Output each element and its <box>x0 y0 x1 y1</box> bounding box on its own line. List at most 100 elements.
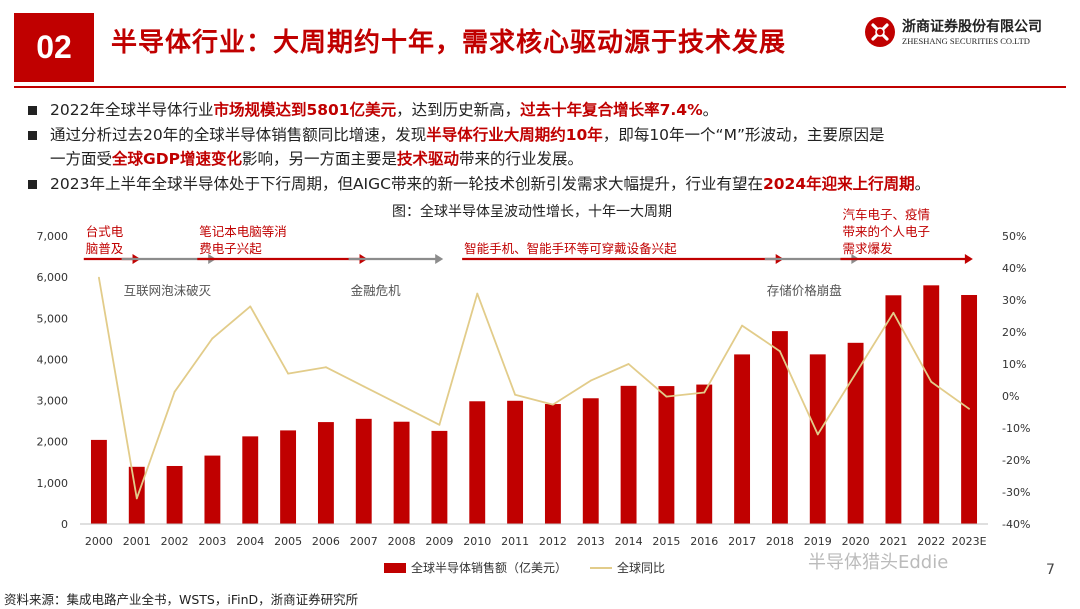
annotation-label: 笔记本电脑等消 <box>199 224 287 239</box>
source-note: 资料来源：集成电路产业全书，WSTS，iFinD，浙商证券研究所 <box>4 592 359 607</box>
point-yoy-growth <box>476 292 479 295</box>
point-yoy-growth <box>854 372 857 375</box>
y-left-tick-label: 2,000 <box>37 436 69 449</box>
bullet-list: 2022年全球半导体行业市场规模达到5801亿美元，达到历史新高，过去十年复合增… <box>26 98 1066 196</box>
x-tick-label: 2009 <box>425 535 453 548</box>
x-tick-label: 2021 <box>879 535 907 548</box>
arrow-head-icon <box>964 254 973 264</box>
bar-sales <box>280 430 297 524</box>
point-yoy-growth <box>627 363 630 365</box>
bullet-text: ，达到历史新高， <box>396 101 521 119</box>
bar-sales <box>166 465 183 524</box>
bar-sales <box>771 331 788 524</box>
zheshang-logo-icon <box>865 17 895 47</box>
point-yoy-growth <box>249 305 252 308</box>
bullet-item: 2022年全球半导体行业市场规模达到5801亿美元，达到历史新高，过去十年复合增… <box>26 98 1066 123</box>
x-tick-label: 2022 <box>917 535 945 548</box>
header-divider <box>14 86 1066 88</box>
annotation-label: 汽车电子、疫情 <box>842 207 930 222</box>
point-yoy-growth <box>741 324 743 327</box>
point-yoy-growth <box>287 372 289 375</box>
annotation-label: 需求爆发 <box>842 241 893 256</box>
y-right-tick-label: -10% <box>1002 422 1030 435</box>
bar-sales <box>696 384 713 524</box>
y-right-tick-label: 50% <box>1002 230 1026 243</box>
highlight-text: 半导体行业大周期约10年 <box>426 125 603 144</box>
point-yoy-growth <box>892 311 895 314</box>
bar-sales <box>847 342 864 524</box>
x-tick-label: 2011 <box>501 535 529 548</box>
bar-sales <box>809 354 826 524</box>
bullet-text: 影响，另一方面主要是 <box>241 150 397 168</box>
bar-sales <box>355 418 372 524</box>
point-yoy-growth <box>135 497 138 500</box>
bar-sales <box>658 386 675 524</box>
highlight-text: 市场规模达到5801亿美元 <box>213 101 397 119</box>
x-tick-label: 2001 <box>123 535 151 548</box>
x-tick-label: 2002 <box>161 535 189 548</box>
y-left-tick-label: 6,000 <box>37 271 69 284</box>
bullet-text: 2022年全球半导体行业 <box>50 101 214 119</box>
point-yoy-growth <box>173 390 176 393</box>
bar-sales <box>885 295 902 524</box>
point-yoy-growth <box>552 403 554 406</box>
page-title: 半导体行业：大周期约十年，需求核心驱动源于技术发展 <box>111 28 787 58</box>
point-yoy-growth <box>98 276 100 279</box>
section-number: 02 <box>14 13 94 82</box>
x-tick-label: 2004 <box>236 535 264 548</box>
x-tick-label: 2016 <box>690 535 718 548</box>
point-yoy-growth <box>325 366 327 369</box>
y-right-tick-label: 0% <box>1002 390 1019 403</box>
bullet-text: 带来的行业发展。 <box>459 150 584 168</box>
bullet-item: 2023年上半年全球半导体处于下行周期，但AIGC带来的新一轮技术创新引发需求大… <box>26 172 1066 197</box>
point-yoy-growth <box>514 393 516 396</box>
bar-sales <box>734 354 751 524</box>
arrow-head-icon <box>435 254 444 264</box>
highlight-text: 过去十年复合增长率7.4% <box>520 101 703 119</box>
annotation-label: 带来的个人电子 <box>842 224 930 239</box>
bar-sales <box>620 385 637 524</box>
y-left-tick-label: 3,000 <box>37 395 69 408</box>
bar-sales <box>393 421 410 524</box>
point-yoy-growth <box>665 395 668 398</box>
x-tick-label: 2014 <box>615 535 643 548</box>
x-tick-label: 2005 <box>274 535 302 548</box>
bar-sales <box>317 422 334 524</box>
bullet-text: 通过分析过去20年的全球半导体销售额同比增速，发现 <box>50 125 427 144</box>
x-tick-label: 2019 <box>804 535 832 548</box>
y-right-tick-label: -30% <box>1002 486 1030 499</box>
line-yoy-growth <box>98 277 970 500</box>
y-right-tick-label: 30% <box>1002 294 1026 307</box>
y-right-tick-label: -40% <box>1002 518 1030 531</box>
y-left-tick-label: 0 <box>61 518 68 531</box>
bullet-square-icon <box>28 106 37 115</box>
annotation-label: 智能手机、智能手环等可穿戴设备兴起 <box>464 241 677 256</box>
y-left-tick-label: 4,000 <box>37 353 69 366</box>
bullet-text: 2023年上半年全球半导体处于下行周期，但AIGC带来的新一轮技术创新引发需求大… <box>50 174 763 193</box>
bullet-square-icon <box>28 130 37 140</box>
bar-sales <box>507 400 524 524</box>
point-yoy-growth <box>968 407 970 410</box>
y-right-tick-label: 40% <box>1002 262 1026 275</box>
chart-container: 图：全球半导体呈波动性增长，十年一大周期 0 1,000 2,000 3,000 4,0… <box>0 196 1080 586</box>
x-tick-label: 2012 <box>539 535 567 548</box>
y-left-tick-label: 1,000 <box>37 477 69 490</box>
y-left-tick-label: 5,000 <box>37 312 69 325</box>
bar-sales <box>544 404 561 524</box>
point-yoy-growth <box>703 391 706 394</box>
semiconductor-sales-chart: 图：全球半导体呈波动性增长，十年一大周期 0 1,000 2,000 3,000 4,0… <box>37 203 1031 575</box>
x-tick-label: 2020 <box>842 535 870 548</box>
highlight-text: 2024年迎来上行周期 <box>762 174 915 193</box>
point-yoy-growth <box>362 385 365 388</box>
annotation-label: 台式电 <box>86 224 124 239</box>
x-tick-label: 2023E <box>952 535 987 548</box>
bar-sales <box>431 430 448 524</box>
legend-swatch-bars <box>384 563 406 573</box>
logo-company-name-cn: 浙商证券股份有限公司 <box>902 19 1042 35</box>
bar-sales <box>923 285 940 524</box>
point-yoy-growth <box>779 350 781 353</box>
x-tick-label: 2015 <box>652 535 680 548</box>
point-yoy-growth <box>816 433 819 436</box>
bullet-square-icon <box>28 179 37 189</box>
y-right-tick-label: -20% <box>1002 454 1030 467</box>
